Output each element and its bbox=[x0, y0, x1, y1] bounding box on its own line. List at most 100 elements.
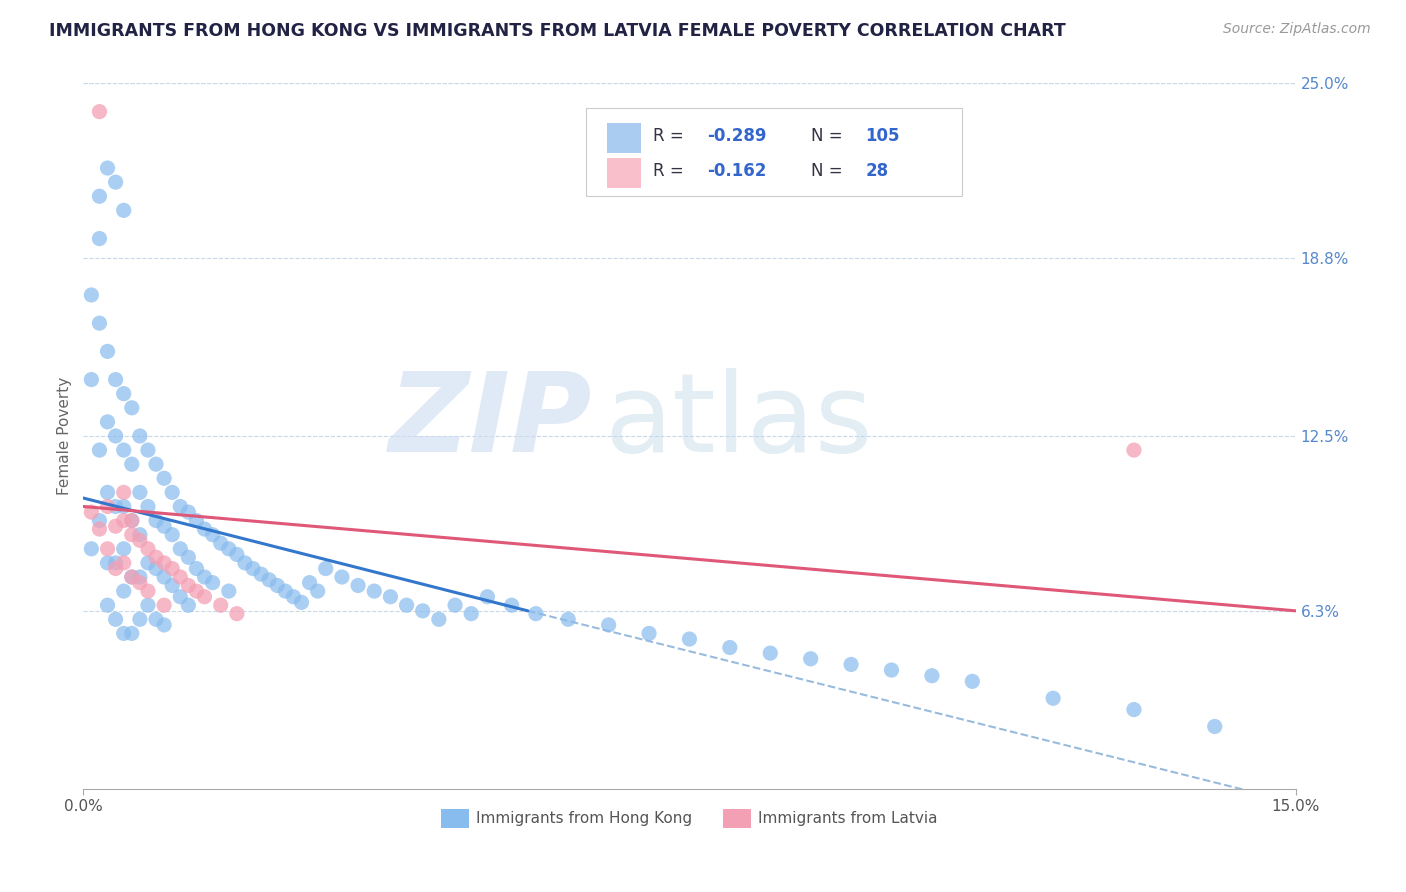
Point bbox=[347, 578, 370, 592]
Point bbox=[145, 612, 167, 626]
Point bbox=[89, 189, 111, 203]
Point bbox=[104, 429, 127, 443]
Point bbox=[169, 590, 191, 604]
Point bbox=[557, 612, 579, 626]
Legend: Immigrants from Hong Kong, Immigrants from Latvia: Immigrants from Hong Kong, Immigrants fr… bbox=[434, 803, 943, 834]
Point bbox=[921, 669, 943, 683]
Point bbox=[524, 607, 547, 621]
Point bbox=[128, 575, 150, 590]
Point bbox=[160, 485, 183, 500]
Text: -0.162: -0.162 bbox=[707, 162, 768, 180]
Point bbox=[145, 550, 167, 565]
Point bbox=[89, 522, 111, 536]
Point bbox=[962, 674, 984, 689]
Point bbox=[128, 429, 150, 443]
Point bbox=[128, 527, 150, 541]
Point bbox=[427, 612, 450, 626]
Point bbox=[136, 598, 159, 612]
Point bbox=[128, 533, 150, 548]
Point bbox=[412, 604, 434, 618]
Point bbox=[290, 595, 312, 609]
Point bbox=[96, 598, 118, 612]
Point bbox=[89, 104, 111, 119]
Point bbox=[800, 652, 823, 666]
Point bbox=[177, 578, 200, 592]
Bar bbox=[607, 123, 641, 153]
Point bbox=[112, 584, 135, 599]
Point bbox=[112, 203, 135, 218]
Point bbox=[1042, 691, 1064, 706]
Point bbox=[444, 598, 467, 612]
Point bbox=[145, 561, 167, 575]
Point bbox=[718, 640, 741, 655]
Point bbox=[598, 618, 620, 632]
Point bbox=[121, 626, 143, 640]
Point bbox=[121, 514, 143, 528]
Point bbox=[121, 570, 143, 584]
Point bbox=[153, 618, 176, 632]
Point bbox=[153, 556, 176, 570]
Point bbox=[80, 505, 103, 519]
Point bbox=[209, 536, 232, 550]
Point bbox=[1123, 443, 1146, 458]
Point bbox=[121, 514, 143, 528]
Point bbox=[104, 612, 127, 626]
Point bbox=[112, 541, 135, 556]
Point bbox=[218, 541, 240, 556]
Point bbox=[160, 578, 183, 592]
Point bbox=[128, 612, 150, 626]
Point bbox=[153, 570, 176, 584]
Text: R =: R = bbox=[652, 162, 689, 180]
Point bbox=[104, 500, 127, 514]
Point bbox=[460, 607, 482, 621]
Point bbox=[477, 590, 499, 604]
Text: IMMIGRANTS FROM HONG KONG VS IMMIGRANTS FROM LATVIA FEMALE POVERTY CORRELATION C: IMMIGRANTS FROM HONG KONG VS IMMIGRANTS … bbox=[49, 22, 1066, 40]
Point bbox=[209, 598, 232, 612]
Point bbox=[104, 561, 127, 575]
Point bbox=[257, 573, 280, 587]
Point bbox=[96, 344, 118, 359]
Point bbox=[880, 663, 903, 677]
Point bbox=[225, 607, 247, 621]
Point bbox=[177, 550, 200, 565]
Text: N =: N = bbox=[811, 162, 848, 180]
Point bbox=[298, 575, 321, 590]
Point bbox=[193, 590, 215, 604]
Point bbox=[121, 457, 143, 471]
Point bbox=[839, 657, 862, 672]
Point bbox=[274, 584, 297, 599]
Point bbox=[193, 570, 215, 584]
Point bbox=[283, 590, 305, 604]
Point bbox=[136, 500, 159, 514]
Text: 105: 105 bbox=[865, 128, 900, 145]
Point bbox=[177, 505, 200, 519]
Point bbox=[638, 626, 661, 640]
Point bbox=[153, 471, 176, 485]
Point bbox=[145, 457, 167, 471]
Point bbox=[177, 598, 200, 612]
Point bbox=[96, 541, 118, 556]
Point bbox=[121, 527, 143, 541]
Point bbox=[112, 514, 135, 528]
Point bbox=[96, 556, 118, 570]
Point bbox=[104, 556, 127, 570]
Text: Source: ZipAtlas.com: Source: ZipAtlas.com bbox=[1223, 22, 1371, 37]
Point bbox=[186, 561, 208, 575]
Point bbox=[160, 561, 183, 575]
Bar bbox=[607, 158, 641, 188]
Text: R =: R = bbox=[652, 128, 689, 145]
Point bbox=[250, 567, 273, 582]
Point bbox=[128, 485, 150, 500]
Text: -0.289: -0.289 bbox=[707, 128, 768, 145]
Point bbox=[121, 570, 143, 584]
Point bbox=[112, 626, 135, 640]
Point bbox=[112, 500, 135, 514]
Point bbox=[153, 519, 176, 533]
Point bbox=[96, 161, 118, 175]
Point bbox=[136, 556, 159, 570]
Point bbox=[96, 485, 118, 500]
Point bbox=[112, 386, 135, 401]
Point bbox=[233, 556, 256, 570]
Point bbox=[136, 443, 159, 458]
Point bbox=[225, 548, 247, 562]
